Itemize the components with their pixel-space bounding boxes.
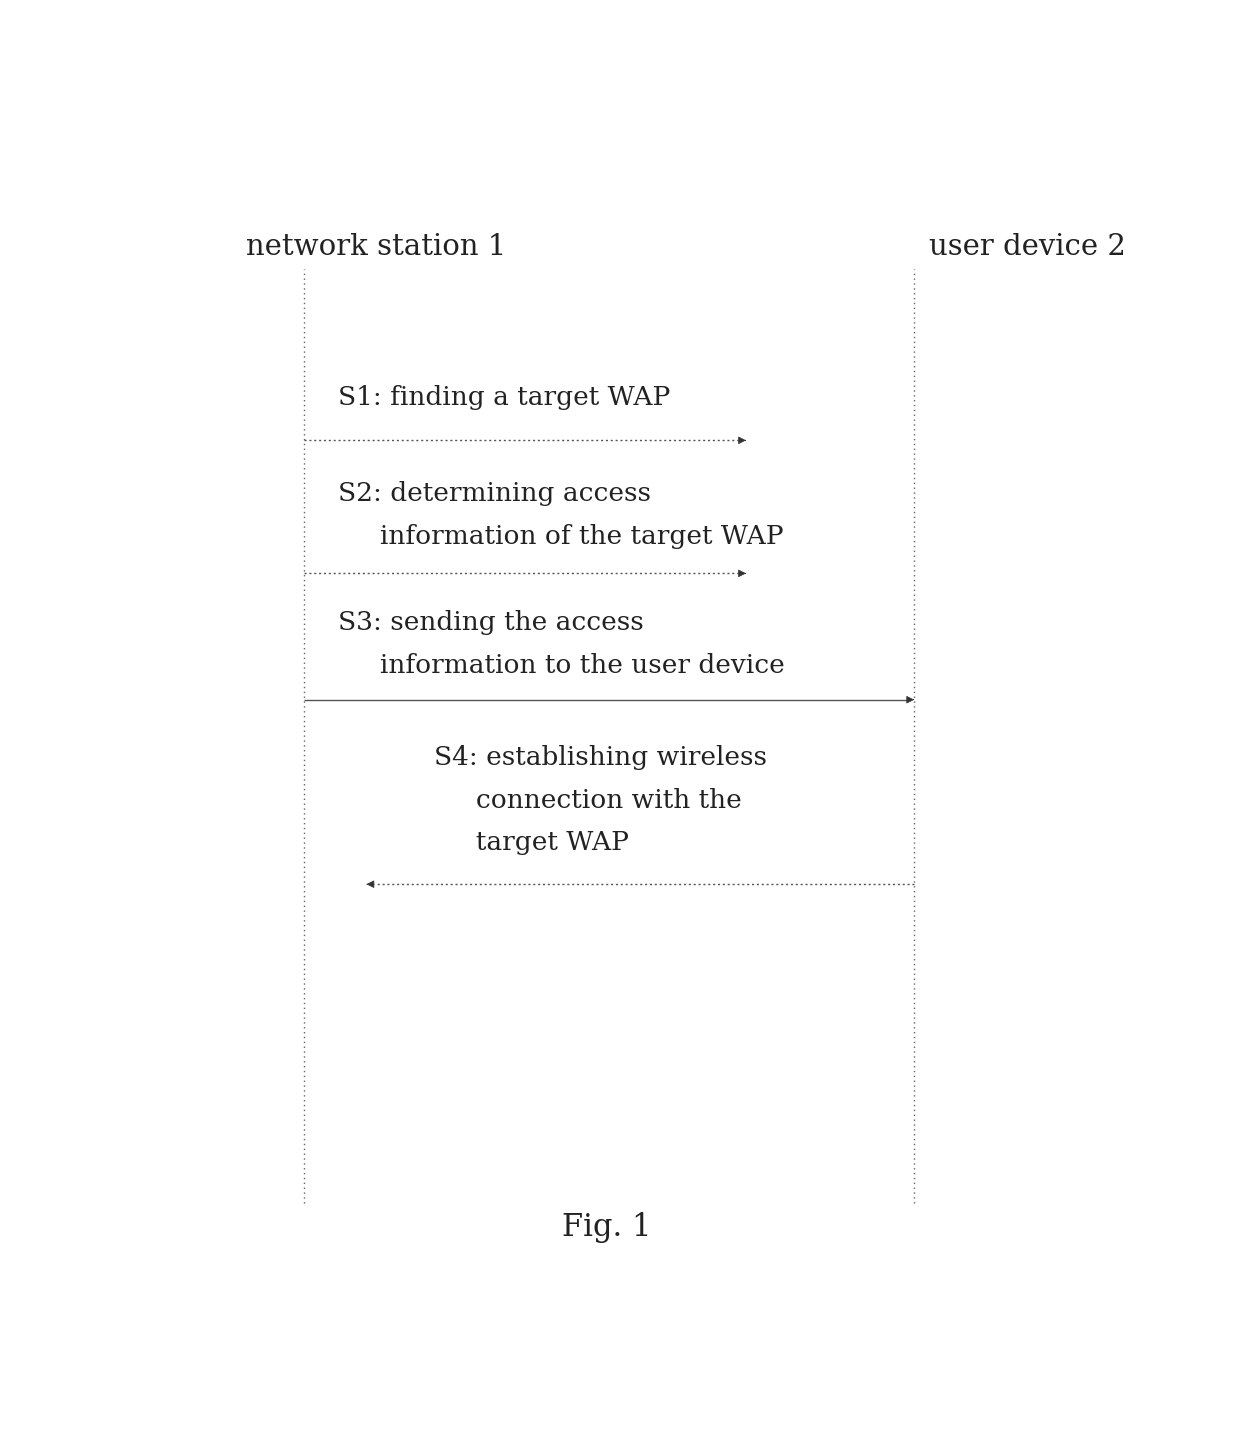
Text: S4: establishing wireless: S4: establishing wireless xyxy=(434,745,766,771)
Text: S3: sending the access: S3: sending the access xyxy=(337,610,644,635)
Text: network station 1: network station 1 xyxy=(247,232,507,261)
Text: S2: determining access: S2: determining access xyxy=(337,482,651,507)
Text: information to the user device: information to the user device xyxy=(337,652,785,678)
Text: Fig. 1: Fig. 1 xyxy=(562,1212,651,1243)
Text: information of the target WAP: information of the target WAP xyxy=(337,524,784,549)
Text: connection with the: connection with the xyxy=(434,788,742,813)
Text: S1: finding a target WAP: S1: finding a target WAP xyxy=(337,385,670,411)
Text: target WAP: target WAP xyxy=(434,831,629,855)
Text: user device 2: user device 2 xyxy=(929,232,1126,261)
